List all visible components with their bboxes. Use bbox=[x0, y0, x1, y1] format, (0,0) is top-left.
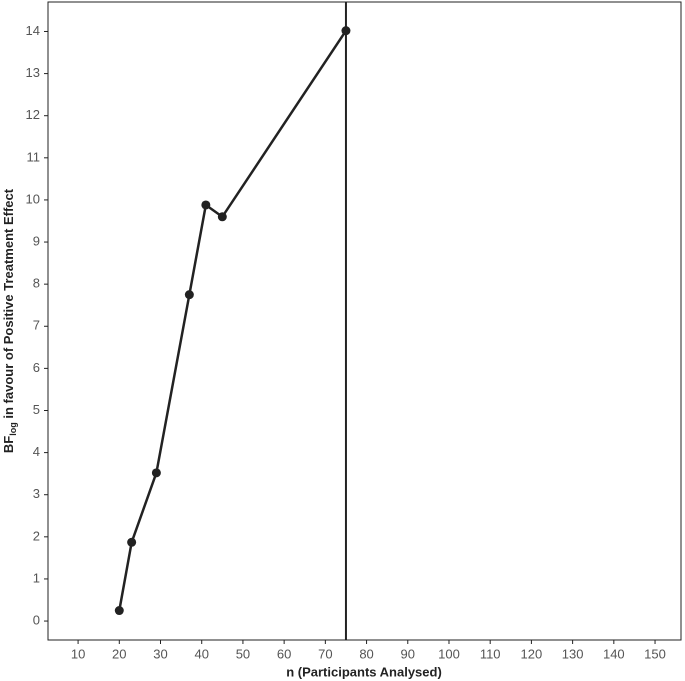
x-tick-label: 30 bbox=[153, 646, 167, 661]
x-tick-label: 110 bbox=[480, 646, 501, 661]
data-point bbox=[201, 200, 211, 210]
x-tick-label: 20 bbox=[112, 646, 126, 661]
data-line bbox=[118, 29, 347, 611]
y-tick-label: 2 bbox=[33, 528, 40, 543]
x-tick-label: 120 bbox=[521, 646, 543, 661]
y-tick-label: 3 bbox=[33, 486, 40, 501]
data-point bbox=[151, 468, 161, 478]
y-tick-label: 4 bbox=[33, 444, 40, 459]
y-label-sub: log bbox=[8, 422, 18, 436]
y-label-rest: in favour of Positive Treatment Effect bbox=[1, 188, 16, 422]
y-tick-label: 14 bbox=[26, 23, 40, 38]
x-tick-label: 150 bbox=[644, 646, 666, 661]
y-tick-label: 8 bbox=[33, 276, 40, 291]
y-tick-label: 6 bbox=[33, 360, 40, 375]
x-tick-label: 60 bbox=[277, 646, 291, 661]
x-axis-label: n (Participants Analysed) bbox=[286, 664, 442, 679]
y-tick-label: 9 bbox=[33, 233, 40, 248]
x-tick-label: 140 bbox=[603, 646, 625, 661]
x-tick-label: 130 bbox=[562, 646, 584, 661]
x-tick-label: 80 bbox=[359, 646, 373, 661]
x-tick-label: 40 bbox=[194, 646, 208, 661]
y-tick-label: 13 bbox=[26, 65, 40, 80]
y-tick-label: 11 bbox=[27, 149, 41, 164]
y-tick-label: 10 bbox=[26, 191, 40, 206]
plot-frame bbox=[47, 1, 682, 641]
data-point bbox=[217, 212, 227, 222]
y-tick-label: 7 bbox=[33, 318, 40, 333]
y-axis-label: BFlog in favour of Positive Treatment Ef… bbox=[1, 188, 18, 453]
y-tick-label: 12 bbox=[26, 107, 40, 122]
data-point bbox=[184, 290, 194, 300]
y-tick-label: 1 bbox=[33, 570, 40, 585]
x-tick-label: 90 bbox=[401, 646, 415, 661]
y-tick-label: 0 bbox=[33, 612, 40, 627]
x-tick-label: 100 bbox=[438, 646, 460, 661]
y-label-main: BF bbox=[1, 436, 16, 453]
x-tick-label: 50 bbox=[236, 646, 250, 661]
data-point bbox=[127, 537, 137, 547]
data-point bbox=[114, 606, 124, 616]
x-tick-label: 10 bbox=[71, 646, 85, 661]
data-point bbox=[341, 26, 351, 36]
y-tick-label: 5 bbox=[33, 402, 40, 417]
x-tick-label: 70 bbox=[318, 646, 332, 661]
